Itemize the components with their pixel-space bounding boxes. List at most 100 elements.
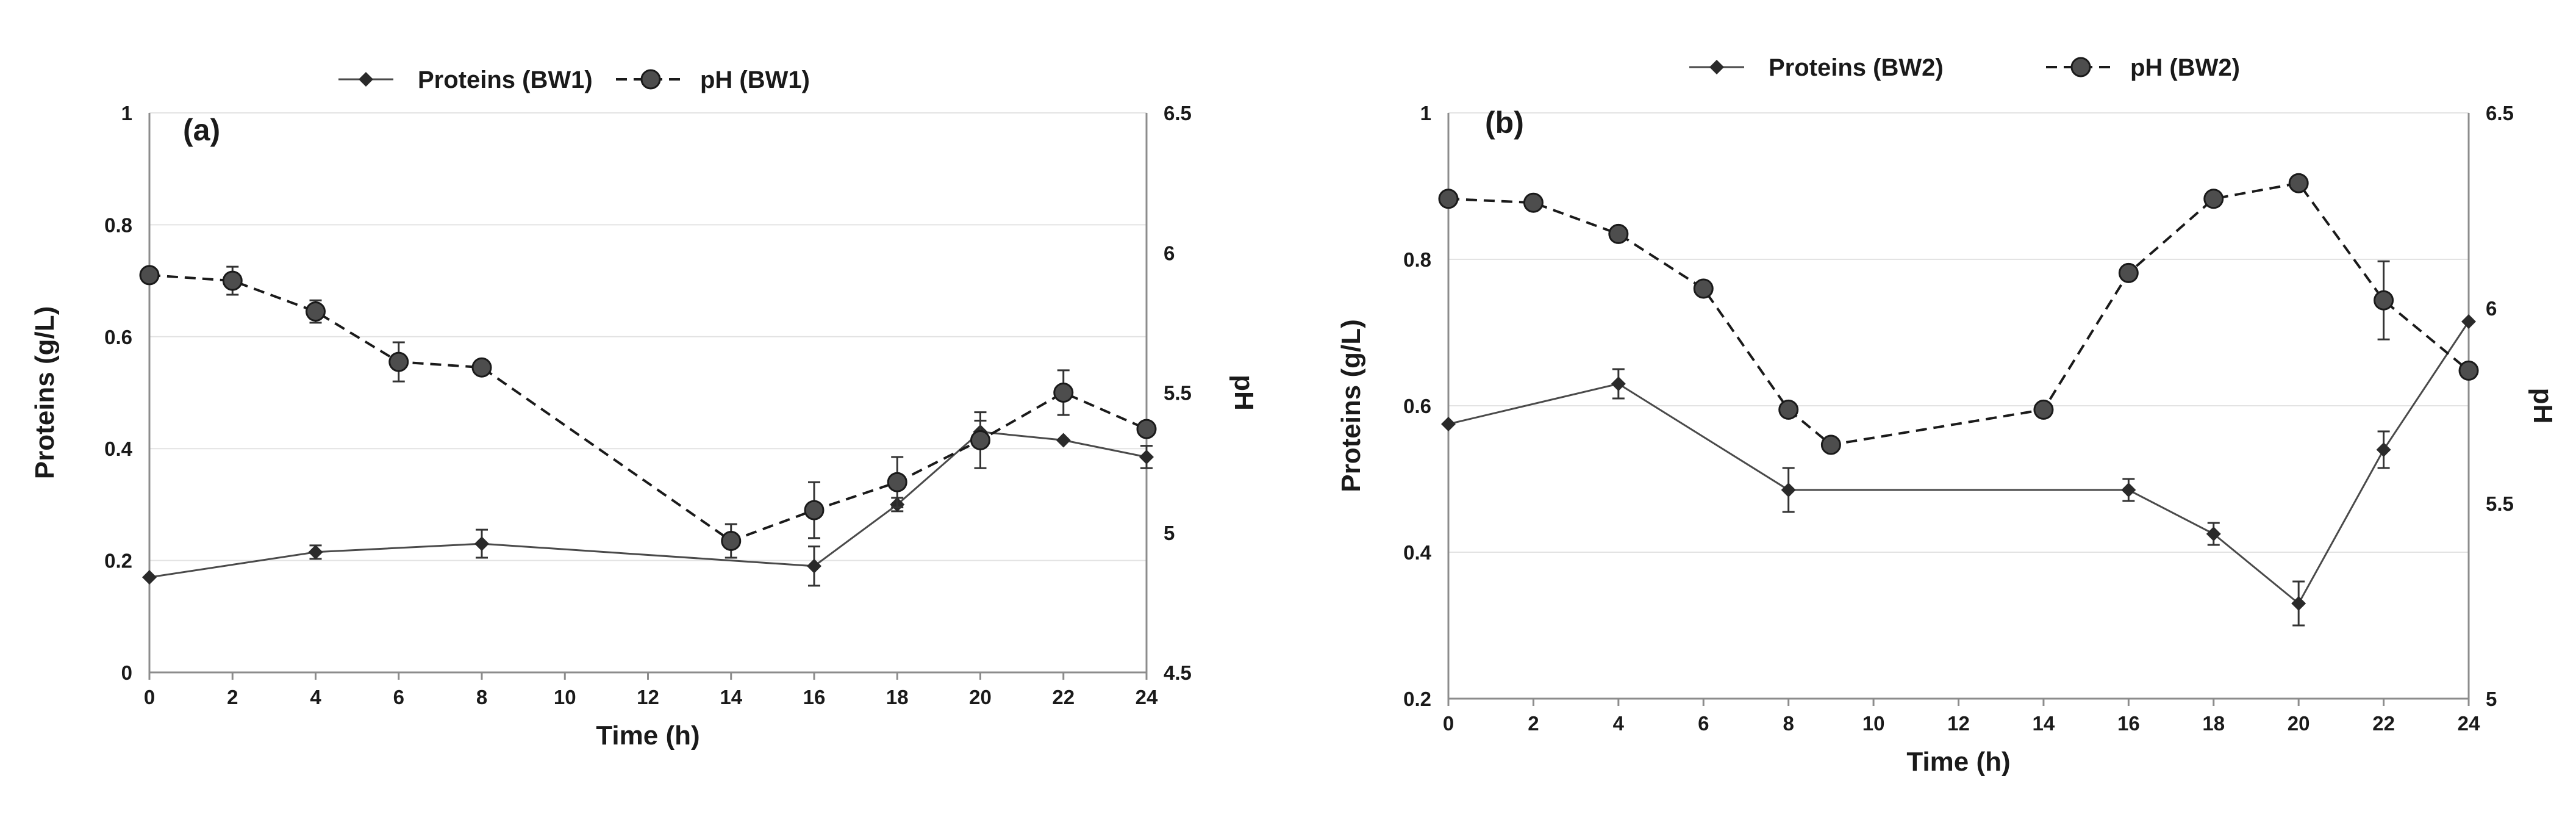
data-point [2458, 360, 2479, 381]
data-point [1611, 376, 1626, 391]
series-line [1448, 321, 2470, 605]
y-tick-label: 0.8 [104, 214, 132, 236]
data-point [2374, 290, 2394, 311]
data-point [306, 301, 326, 322]
data-point [2291, 596, 2306, 611]
x-axis-title: Time (h) [596, 721, 699, 751]
legend-label-proteins: Proteins (BW2) [1769, 54, 1944, 81]
data-point [1778, 399, 1799, 420]
x-tick-label: 12 [1947, 712, 1970, 735]
data-point [1441, 417, 1456, 431]
y-tick-label: 0.8 [1403, 248, 1431, 271]
x-tick-label: 4 [310, 686, 321, 708]
data-point [1053, 383, 1074, 403]
data-point [1438, 189, 1459, 209]
y2-tick-label: 5 [1164, 522, 1175, 544]
x-tick-label: 10 [554, 686, 576, 708]
data-point [1781, 483, 1796, 497]
y2-axis-title: pH [2528, 388, 2558, 424]
data-point [222, 270, 243, 291]
x-tick-label: 10 [1862, 712, 1885, 735]
y-tick-label: 1 [121, 102, 132, 124]
series-line [149, 431, 1147, 578]
data-point [887, 472, 907, 492]
x-tick-label: 8 [476, 686, 487, 708]
x-tick-label: 18 [2202, 712, 2225, 735]
data-point [970, 430, 990, 450]
data-point [1608, 223, 1629, 244]
legend: Proteins (BW2) pH (BW2) [1689, 54, 2240, 81]
panel-label: (a) [183, 113, 220, 147]
y-tick-label: 0.4 [1403, 541, 1432, 564]
y-tick-label: 0.2 [104, 550, 132, 572]
y2-tick-label: 4.5 [1164, 661, 1192, 684]
x-tick-label: 8 [1783, 712, 1794, 735]
data-point [1139, 449, 1154, 464]
y2-tick-label: 5 [2486, 688, 2497, 710]
legend-label-ph: pH (BW2) [2130, 54, 2240, 81]
data-point [308, 544, 323, 560]
data-point [1056, 433, 1071, 448]
y-axis-title: Proteins (g/L) [30, 306, 60, 480]
data-point [474, 536, 489, 552]
data-point [807, 558, 821, 574]
data-point [721, 531, 742, 552]
x-tick-label: 16 [803, 686, 826, 708]
legend-label-proteins: Proteins (BW1) [418, 67, 593, 93]
x-tick-label: 18 [886, 686, 909, 708]
x-tick-label: 20 [2288, 712, 2310, 735]
x-tick-label: 24 [2458, 712, 2480, 735]
x-tick-label: 20 [969, 686, 992, 708]
x-tick-label: 4 [1613, 712, 1625, 735]
x-tick-label: 24 [1136, 686, 1158, 708]
legend: Proteins (BW1) pH (BW1) [338, 67, 810, 93]
data-point [471, 357, 492, 378]
series-line [1448, 182, 2470, 447]
y-axis-title: Proteins (g/L) [1336, 319, 1366, 492]
y2-tick-label: 6 [1164, 242, 1175, 264]
y-tick-label: 1 [1420, 102, 1431, 124]
series-line [149, 273, 1147, 542]
y-tick-label: 0.6 [104, 326, 132, 348]
legend-label-ph: pH (BW1) [700, 67, 810, 93]
x-axis-title: Time (h) [1906, 747, 2010, 777]
x-tick-label: 2 [1528, 712, 1539, 735]
y2-tick-label: 6 [2486, 297, 2497, 320]
y-tick-label: 0 [121, 661, 132, 684]
data-point [2118, 262, 2139, 283]
legend-marker-circle [640, 69, 661, 90]
data-point [1136, 419, 1157, 439]
data-point [2121, 483, 2136, 497]
data-point [1693, 278, 1714, 299]
data-point [388, 351, 409, 372]
x-tick-label: 16 [2117, 712, 2140, 735]
y-tick-label: 0.4 [104, 437, 133, 460]
y2-tick-label: 6.5 [2486, 102, 2514, 124]
x-tick-label: 6 [1698, 712, 1709, 735]
x-tick-label: 0 [1443, 712, 1454, 735]
data-point [2461, 314, 2476, 329]
series-ph-bw2 [1438, 173, 2479, 455]
chart-panel-b: 0 2 4 6 8 10 12 14 16 18 20 22 240.20.40.60.8155.566… [1336, 54, 2558, 777]
x-tick-label: 0 [144, 686, 155, 708]
data-point [804, 500, 825, 520]
data-point [1820, 434, 1841, 455]
x-tick-label: 6 [393, 686, 404, 708]
data-point [142, 570, 157, 585]
y2-tick-label: 5.5 [1164, 382, 1192, 405]
data-point [2203, 189, 2224, 209]
data-point [2288, 173, 2309, 193]
x-tick-label: 14 [2033, 712, 2055, 735]
data-point [2206, 527, 2221, 541]
x-tick-label: 14 [720, 686, 742, 708]
legend-marker-diamond [1709, 60, 1724, 74]
y2-tick-label: 6.5 [1164, 102, 1192, 124]
y-tick-label: 0.6 [1403, 395, 1431, 417]
data-point [2376, 442, 2391, 457]
y-tick-label: 0.2 [1403, 688, 1431, 710]
series-ph-bw1 [139, 265, 1157, 559]
x-tick-label: 12 [637, 686, 659, 708]
y2-axis-title: pH [1229, 375, 1259, 411]
series-proteins-bw2 [1441, 314, 2476, 627]
